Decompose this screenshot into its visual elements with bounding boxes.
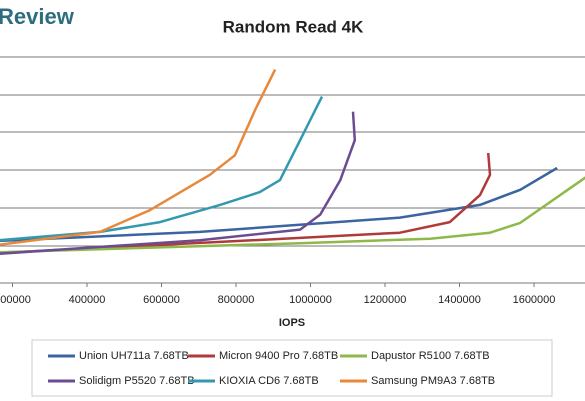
series-line xyxy=(0,96,324,242)
legend-label: Samsung PM9A3 7.68TB xyxy=(371,375,495,387)
brand-logo: Review xyxy=(0,4,75,29)
x-tick-label: 400000 xyxy=(69,294,106,306)
x-tick-label: 1000000 xyxy=(289,294,332,306)
legend-label: Solidigm P5520 7.68TB xyxy=(79,375,195,387)
x-tick-label: 1600000 xyxy=(513,294,556,306)
x-tick-label: 800000 xyxy=(218,294,255,306)
legend-label: Union UH711a 7.68TB xyxy=(79,350,189,362)
legend-label: Micron 9400 Pro 7.68TB xyxy=(219,350,338,362)
series-line xyxy=(0,166,558,243)
series-line xyxy=(0,69,277,246)
x-tick-label: 200000 xyxy=(0,294,31,306)
series-line xyxy=(0,111,357,255)
x-tick-label: 1400000 xyxy=(438,294,481,306)
grid xyxy=(0,56,585,284)
series-line xyxy=(0,152,492,255)
x-tick-label: 1200000 xyxy=(364,294,407,306)
legend xyxy=(31,339,553,397)
x-tick-label: 600000 xyxy=(143,294,180,306)
legend-label: Dapustor R5100 7.68TB xyxy=(371,350,490,362)
chart-title: Random Read 4K xyxy=(223,17,364,36)
x-axis-label: IOPS xyxy=(279,317,305,329)
legend-label: KIOXIA CD6 7.68TB xyxy=(219,375,319,387)
series-line xyxy=(0,176,585,254)
